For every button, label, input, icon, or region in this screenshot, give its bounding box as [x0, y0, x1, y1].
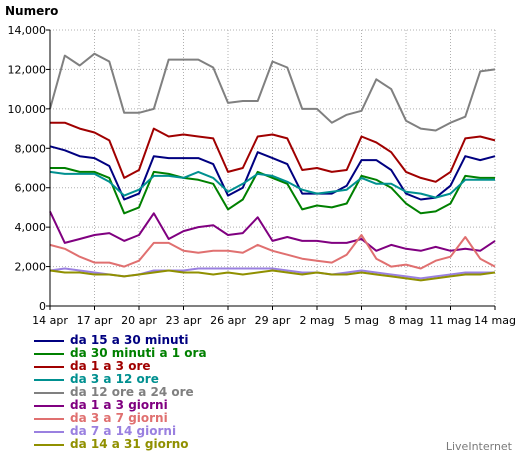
- legend-label: da 15 a 30 minuti: [70, 333, 189, 347]
- y-tick-label: 6,000: [15, 182, 47, 195]
- x-tick-labels: 14 apr 17 apr 20 apr 23 apr 26 apr 29 apr 2 ma…: [32, 314, 516, 327]
- legend-label: da 3 a 7 giorni: [70, 411, 168, 425]
- axes: [46, 29, 496, 310]
- legend-item: da 30 minuti a 1 ora: [34, 347, 207, 360]
- legend-item: da 15 a 30 minuti: [34, 334, 207, 347]
- legend-swatch: [34, 378, 64, 381]
- legend-item: da 14 a 31 giorno: [34, 438, 207, 451]
- series-line-5: [49, 52, 496, 132]
- series-line-1: [49, 145, 496, 201]
- series-line-3: [50, 121, 496, 183]
- legend-label: da 3 a 12 ore: [70, 372, 159, 386]
- x-tick-label: 26 apr: [210, 314, 246, 327]
- legend: da 15 a 30 minuti da 30 minuti a 1 ora da …: [34, 334, 207, 451]
- legend-item: da 1 a 3 ore: [34, 360, 207, 373]
- y-tick-labels: 0 2,000 4,000 6,000 8,000 10,000 12,000 14,000: [8, 24, 47, 313]
- series-lines: [49, 52, 496, 282]
- legend-swatch: [34, 352, 64, 355]
- y-tick-label: 4,000: [15, 221, 47, 234]
- series-line-9: [49, 269, 496, 282]
- series-line-6: [49, 210, 496, 252]
- series-line-2: [50, 167, 495, 215]
- series-line-7: [49, 234, 496, 270]
- brand-label: LiveInternet: [445, 440, 512, 453]
- legend-label: da 14 a 31 giorno: [70, 437, 189, 451]
- y-tick-label: 14,000: [8, 24, 47, 37]
- legend-item: da 1 a 3 giorni: [34, 399, 207, 412]
- grid: [50, 29, 496, 306]
- x-tick-label: 20 apr: [121, 314, 157, 327]
- legend-item: da 12 ore a 24 ore: [34, 386, 207, 399]
- legend-label: da 1 a 3 ore: [70, 359, 151, 373]
- y-tick-label: 2,000: [15, 261, 47, 274]
- x-tick-label: 5 mag: [344, 314, 379, 327]
- legend-label: da 30 minuti a 1 ora: [70, 346, 207, 360]
- x-tick-label: 8 mag: [389, 314, 424, 327]
- y-tick-label: 10,000: [8, 103, 47, 116]
- x-tick-label: 11 mag: [430, 314, 472, 327]
- legend-swatch: [34, 339, 64, 342]
- x-tick-label: 17 apr: [77, 314, 113, 327]
- legend-swatch: [34, 365, 64, 368]
- x-tick-label: 14 mag: [474, 314, 516, 327]
- series-line-4: [49, 170, 495, 199]
- legend-item: da 3 a 7 giorni: [34, 412, 207, 425]
- legend-item: da 7 a 14 giorni: [34, 425, 207, 438]
- legend-label: da 1 a 3 giorni: [70, 398, 168, 412]
- x-tick-label: 14 apr: [32, 314, 68, 327]
- y-tick-label: 8,000: [15, 142, 47, 155]
- y-tick-label: 0: [39, 300, 46, 313]
- legend-swatch: [34, 430, 64, 433]
- x-tick-label: 29 apr: [255, 314, 291, 327]
- legend-swatch: [34, 404, 64, 407]
- legend-label: da 7 a 14 giorni: [70, 424, 177, 438]
- legend-swatch: [34, 417, 64, 420]
- x-tick-label: 23 apr: [166, 314, 202, 327]
- y-axis-title: Numero: [5, 4, 58, 18]
- y-tick-label: 12,000: [8, 63, 47, 76]
- legend-item: da 3 a 12 ore: [34, 373, 207, 386]
- legend-label: da 12 ore a 24 ore: [70, 385, 194, 399]
- x-tick-label: 2 mag: [300, 314, 335, 327]
- legend-swatch: [34, 391, 64, 394]
- legend-swatch: [34, 443, 64, 446]
